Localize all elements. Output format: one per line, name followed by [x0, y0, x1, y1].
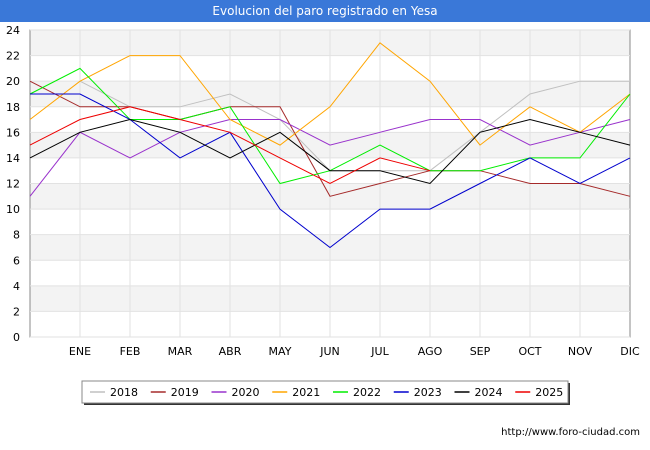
- y-tick-label: 2: [13, 305, 20, 318]
- y-tick-label: 16: [6, 126, 20, 139]
- y-tick-label: 18: [6, 101, 20, 114]
- x-tick-label: NOV: [568, 345, 593, 358]
- x-tick-label: JUL: [370, 345, 389, 358]
- chart-title: Evolucion del paro registrado en Yesa: [0, 0, 650, 22]
- series-line-2024: [29, 118, 631, 185]
- legend: 2018 2019 2020 2021 2022 2023 2024 2025: [81, 380, 570, 405]
- y-tick-label: 6: [13, 254, 20, 267]
- legend-label-2023: 2023: [414, 386, 442, 399]
- x-tick-label: DIC: [620, 345, 640, 358]
- series-line-2020: [29, 119, 631, 197]
- legend-label-2020: 2020: [232, 386, 260, 399]
- y-tick-label: 14: [6, 152, 20, 165]
- series-lines: [29, 42, 631, 249]
- y-tick-label: 4: [13, 280, 20, 293]
- y-tick-label: 8: [13, 229, 20, 242]
- x-tick-label: MAY: [269, 345, 292, 358]
- x-axis: ENE FEB MAR ABR MAY JUN JUL AGO SEP OCT NOV DIC: [69, 345, 640, 358]
- y-tick-label: 22: [6, 50, 20, 63]
- x-tick-label: FEB: [120, 345, 141, 358]
- legend-label-2018: 2018: [110, 386, 138, 399]
- y-tick-label: 24: [6, 24, 20, 37]
- x-tick-label: OCT: [518, 345, 541, 358]
- y-tick-label: 0: [13, 331, 20, 344]
- legend-label-2019: 2019: [171, 386, 199, 399]
- legend-box: [81, 380, 569, 404]
- x-tick-label: ENE: [69, 345, 91, 358]
- x-tick-label: ABR: [219, 345, 242, 358]
- legend-label-2021: 2021: [292, 386, 320, 399]
- series-line-2025: [29, 106, 431, 185]
- x-tick-label: MAR: [168, 345, 193, 358]
- y-tick-label: 12: [6, 178, 20, 191]
- x-tick-label: JUN: [319, 345, 340, 358]
- legend-label-2024: 2024: [475, 386, 503, 399]
- x-tick-label: SEP: [470, 345, 491, 358]
- x-tick-label: AGO: [418, 345, 443, 358]
- legend-label-2022: 2022: [353, 386, 381, 399]
- legend-label-2025: 2025: [535, 386, 563, 399]
- series-line-2021: [29, 42, 631, 146]
- y-tick-label: 20: [6, 75, 20, 88]
- y-tick-label: 10: [6, 203, 20, 216]
- source-url[interactable]: http://www.foro-ciudad.com: [501, 427, 640, 438]
